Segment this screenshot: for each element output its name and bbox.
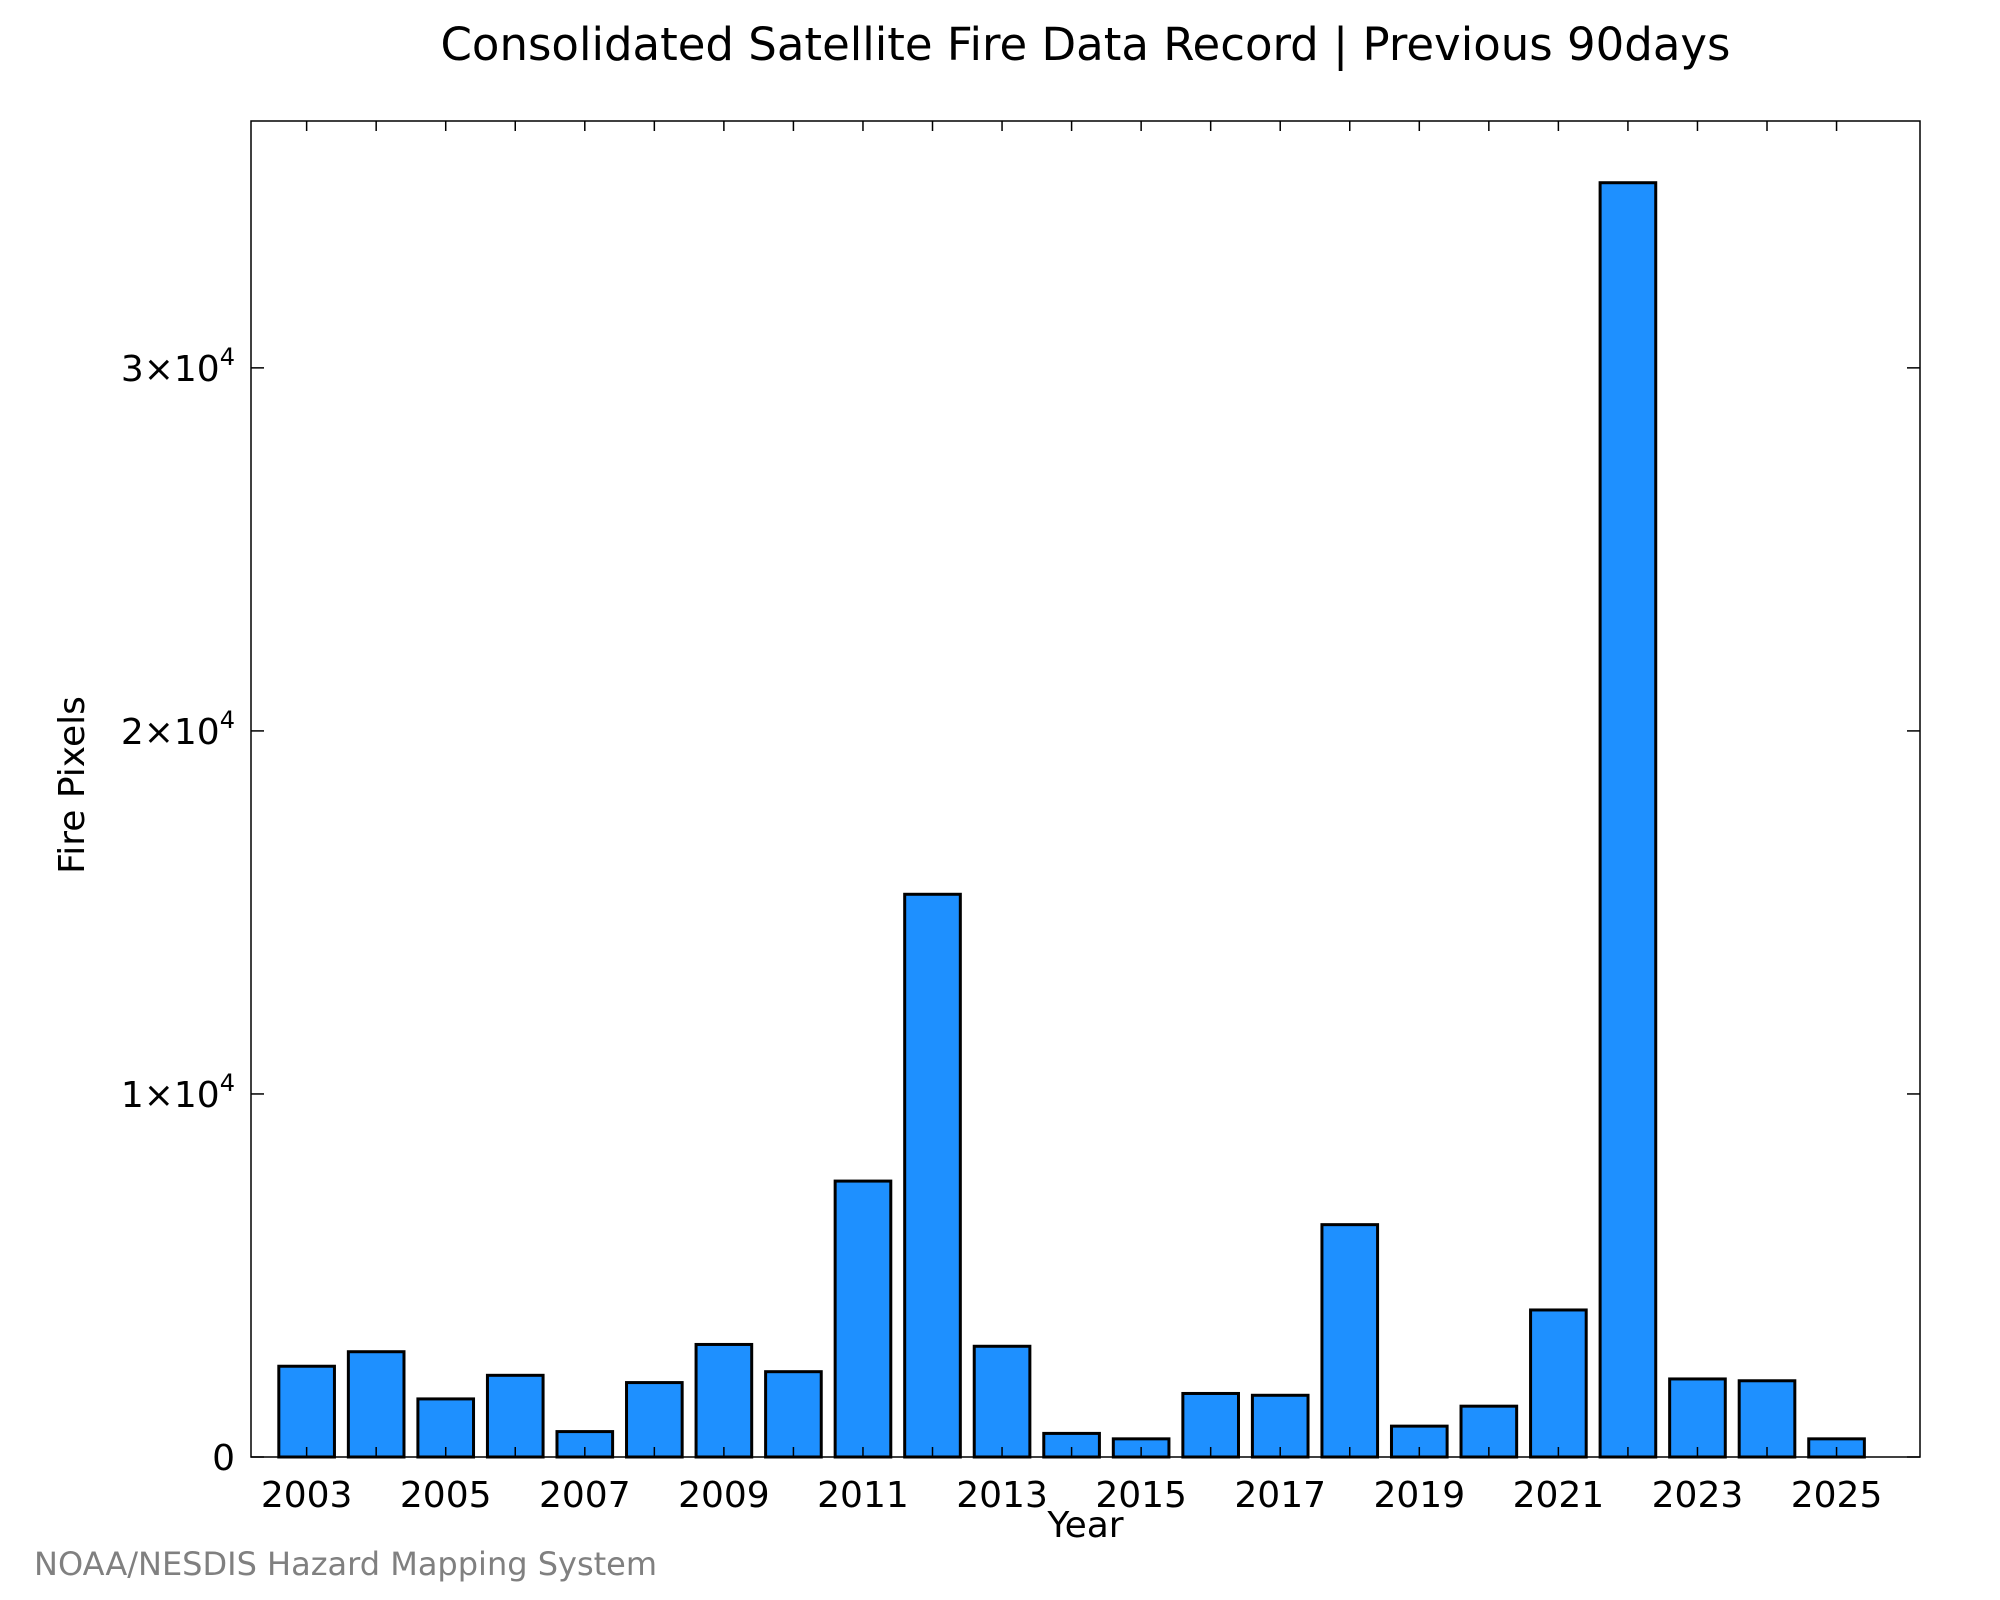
bar-2012 xyxy=(903,892,962,1459)
x-axis-ticks: 2003 2005 2007 2009 2011 2013 2015 2017 2019 2021… xyxy=(261,121,1883,1516)
x-tick-label-2007: 2007 xyxy=(539,1475,631,1516)
bar-2022 xyxy=(1598,181,1658,1459)
x-tick-label-2013: 2013 xyxy=(956,1475,1048,1516)
bar-2004 xyxy=(346,1350,406,1459)
y-axis-label: Fire Pixels xyxy=(52,696,93,874)
bar-2018 xyxy=(1320,1223,1380,1459)
x-tick-label-2015: 2015 xyxy=(1095,1475,1187,1516)
x-tick-label-2011: 2011 xyxy=(817,1475,909,1516)
bar-2009 xyxy=(694,1342,754,1459)
bar-2006 xyxy=(485,1373,545,1459)
bar-2010 xyxy=(764,1370,823,1459)
chart-title: Consolidated Satellite Fire Data Record … xyxy=(440,18,1731,71)
x-tick-label-2017: 2017 xyxy=(1234,1475,1326,1516)
y-tick-label-0: 0 xyxy=(212,1438,235,1479)
bar-2011 xyxy=(833,1179,893,1459)
credit-text: NOAA/NESDIS Hazard Mapping System xyxy=(34,1545,658,1583)
x-axis-label: Year xyxy=(1046,1505,1123,1546)
bar-2024 xyxy=(1737,1379,1797,1459)
x-tick-label-2019: 2019 xyxy=(1373,1475,1465,1516)
bar-2021 xyxy=(1529,1308,1588,1459)
bar-2008 xyxy=(625,1381,684,1459)
x-tick-label-2023: 2023 xyxy=(1652,1475,1744,1516)
x-tick-label-2003: 2003 xyxy=(261,1475,353,1516)
x-tick-label-2005: 2005 xyxy=(400,1475,492,1516)
bar-2013 xyxy=(972,1344,1032,1459)
y-tick-label-10000: 1×104 xyxy=(121,1069,235,1116)
x-tick-label-2009: 2009 xyxy=(678,1475,770,1516)
y-axis-ticks: 0 1×104 2×104 3×104 xyxy=(121,343,1920,1479)
x-tick-label-2021: 2021 xyxy=(1513,1475,1605,1516)
plot-frame xyxy=(250,120,1921,1458)
bar-2023 xyxy=(1668,1377,1727,1459)
y-tick-label-20000: 2×104 xyxy=(121,706,235,753)
bars-group xyxy=(277,181,1866,1459)
bar-2003 xyxy=(277,1364,336,1459)
y-tick-label-30000: 3×104 xyxy=(121,343,235,390)
x-tick-label-2025: 2025 xyxy=(1791,1475,1883,1516)
